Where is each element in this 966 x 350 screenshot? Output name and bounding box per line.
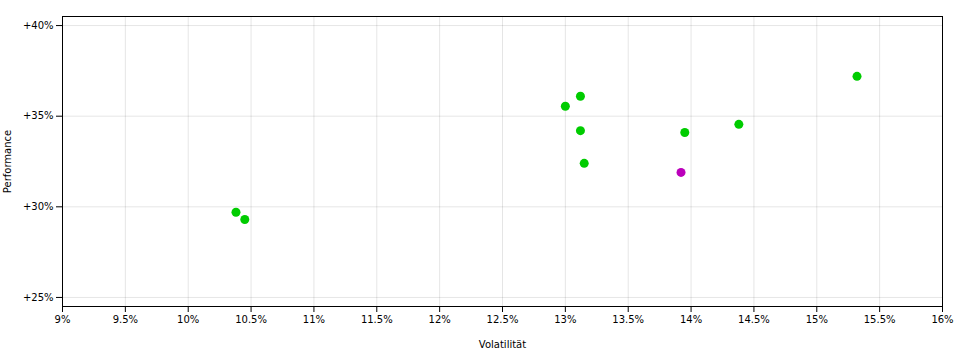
svg-text:15%: 15% [806,314,828,325]
svg-text:+25%: +25% [23,292,54,303]
svg-text:16%: 16% [931,314,953,325]
svg-text:+30%: +30% [23,201,54,212]
svg-text:9.5%: 9.5% [113,314,138,325]
svg-text:14%: 14% [680,314,702,325]
svg-text:Volatilität: Volatilität [479,339,526,350]
svg-text:15.5%: 15.5% [864,314,896,325]
svg-text:13.5%: 13.5% [612,314,644,325]
svg-text:12.5%: 12.5% [487,314,519,325]
svg-text:11%: 11% [303,314,325,325]
svg-text:+35%: +35% [23,110,54,121]
svg-text:10.5%: 10.5% [235,314,267,325]
svg-text:14.5%: 14.5% [738,314,770,325]
svg-text:+40%: +40% [23,20,54,31]
svg-text:12%: 12% [429,314,451,325]
svg-text:Performance: Performance [2,130,13,193]
svg-text:13%: 13% [554,314,576,325]
svg-text:9%: 9% [55,314,71,325]
svg-text:11.5%: 11.5% [361,314,393,325]
svg-text:10%: 10% [177,314,199,325]
